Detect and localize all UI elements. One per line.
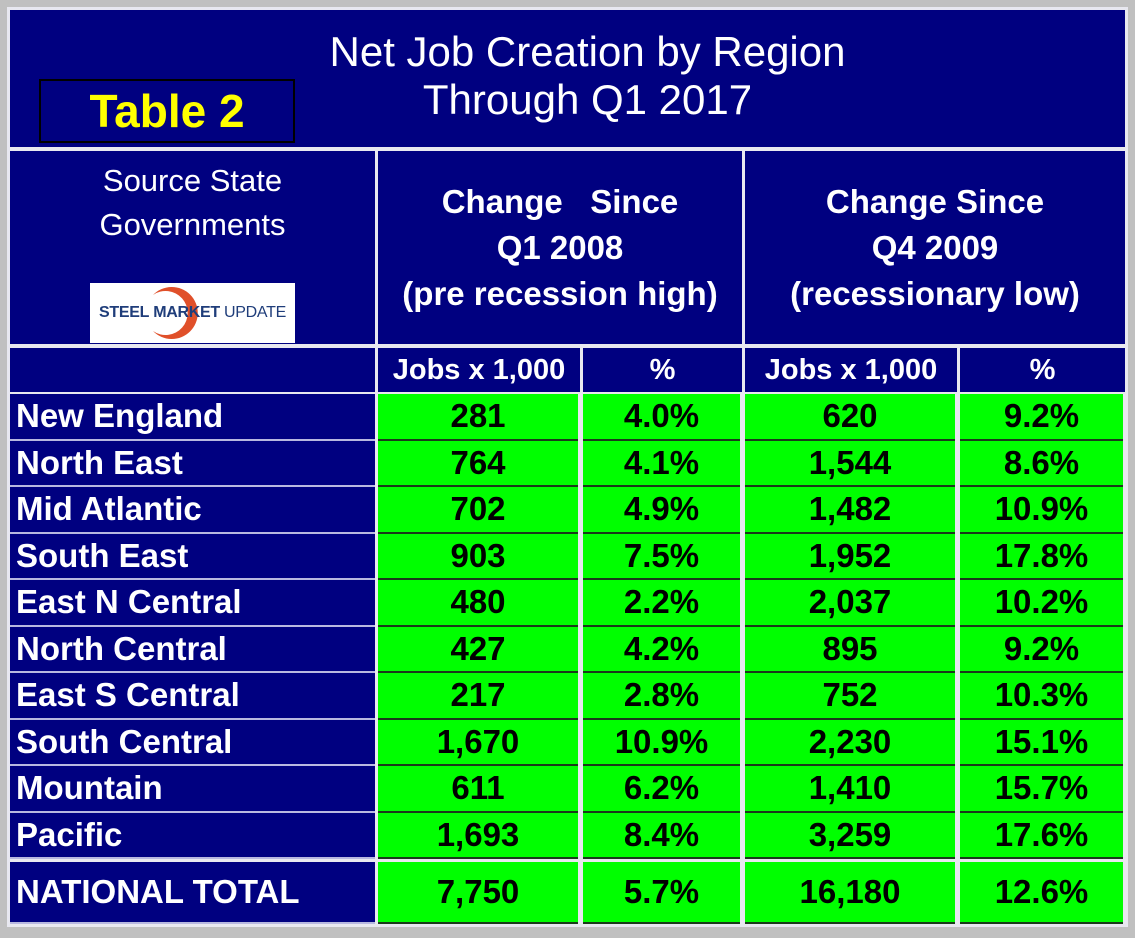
title-line-1: Net Job Creation by Region (329, 27, 846, 75)
title-line-2: Through Q1 2017 (422, 75, 753, 123)
total-percent-value: 12.6% (960, 862, 1123, 924)
table-frame: Net Job Creation by Region Through Q1 20… (7, 7, 1128, 927)
jobs-value: 702 (378, 487, 578, 534)
jobs-value: 427 (378, 626, 578, 673)
jobs-value: 2,037 (745, 580, 955, 627)
percent-value: 8.6% (960, 440, 1123, 487)
steel-market-update-logo: STEEL MARKET UPDATE (90, 283, 295, 343)
jobs-value: 903 (378, 533, 578, 580)
source-line-1: Source State (102, 163, 283, 198)
jobs-value: 611 (378, 766, 578, 813)
jobs-value: 480 (378, 580, 578, 627)
total-jobs-value: 16,180 (745, 862, 955, 924)
region-label: New England (10, 394, 375, 441)
region-label: South Central (10, 719, 375, 766)
percent-value: 4.1% (583, 440, 740, 487)
percent-value: 10.2% (960, 580, 1123, 627)
percent-value: 10.3% (960, 673, 1123, 720)
source-line-2: Governments (99, 207, 286, 242)
subheader-jobs: Jobs x 1,000 (745, 348, 957, 392)
jobs-value: 1,544 (745, 440, 955, 487)
source-cell: Source State Governments STEEL MARKET UP… (10, 151, 375, 344)
jobs-value: 1,410 (745, 766, 955, 813)
percent-value: 17.8% (960, 533, 1123, 580)
percent-value: 10.9% (583, 719, 740, 766)
percent-value: 9.2% (960, 626, 1123, 673)
national-total-label: NATIONAL TOTAL (10, 862, 375, 924)
title-cell: Net Job Creation by Region Through Q1 20… (10, 10, 1125, 147)
percent-value: 2.2% (583, 580, 740, 627)
percent-value: 15.7% (960, 766, 1123, 813)
percent-value: 8.4% (583, 812, 740, 859)
region-label: Mid Atlantic (10, 487, 375, 534)
percent-value: 2.8% (583, 673, 740, 720)
jobs-value: 895 (745, 626, 955, 673)
jobs-value: 2,230 (745, 719, 955, 766)
total-percent-value: 5.7% (583, 862, 740, 924)
percent-value: 17.6% (960, 812, 1123, 859)
subheader-jobs: Jobs x 1,000 (378, 348, 580, 392)
jobs-value: 1,693 (378, 812, 578, 859)
region-label: East N Central (10, 580, 375, 627)
jobs-value: 217 (378, 673, 578, 720)
subheader-percent: % (583, 348, 742, 392)
jobs-value: 3,259 (745, 812, 955, 859)
header-since-q1-2008: Change Since Q1 2008 (pre recession high… (378, 151, 742, 344)
percent-value: 4.2% (583, 626, 740, 673)
total-jobs-value: 7,750 (378, 862, 578, 924)
percent-value: 4.0% (583, 394, 740, 441)
jobs-value: 1,952 (745, 533, 955, 580)
percent-value: 7.5% (583, 533, 740, 580)
region-label: Pacific (10, 812, 375, 859)
subheader-blank (10, 348, 375, 392)
percent-value: 6.2% (583, 766, 740, 813)
region-label: North East (10, 440, 375, 487)
table-number-badge: Table 2 (39, 79, 295, 143)
header-since-q4-2009: Change Since Q4 2009 (recessionary low) (745, 151, 1125, 344)
region-label: Mountain (10, 766, 375, 813)
jobs-value: 1,670 (378, 719, 578, 766)
jobs-value: 281 (378, 394, 578, 441)
jobs-value: 620 (745, 394, 955, 441)
jobs-value: 752 (745, 673, 955, 720)
table-title: Net Job Creation by Region Through Q1 20… (330, 28, 846, 124)
region-label: South East (10, 533, 375, 580)
percent-value: 15.1% (960, 719, 1123, 766)
region-label: East S Central (10, 673, 375, 720)
percent-value: 10.9% (960, 487, 1123, 534)
percent-value: 9.2% (960, 394, 1123, 441)
jobs-value: 764 (378, 440, 578, 487)
jobs-value: 1,482 (745, 487, 955, 534)
region-label: North Central (10, 626, 375, 673)
percent-value: 4.9% (583, 487, 740, 534)
subheader-percent: % (960, 348, 1125, 392)
